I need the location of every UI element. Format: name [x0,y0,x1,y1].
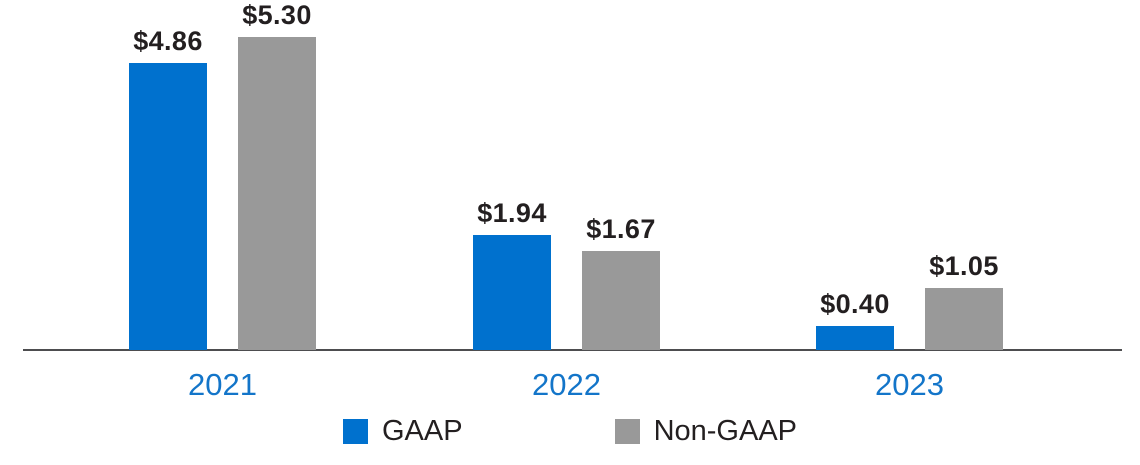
bar-non-gaap-2021 [238,37,316,350]
x-axis-line [23,349,1122,351]
bar-cell-gaap-2022: $1.94 [473,199,551,350]
x-tick-label-2021: 2021 [188,367,257,402]
bar-cell-gaap-2023: $0.40 [816,290,894,350]
value-label: $1.05 [929,251,999,282]
legend: GAAP Non-GAAP [0,415,1140,448]
bar-cell-non-gaap-2021: $5.30 [238,1,316,350]
legend-item-gaap: GAAP [342,415,463,448]
bar-gaap-2021 [129,63,207,350]
bar-group-2021: $4.86 $5.30 [129,1,316,350]
bar-non-gaap-2023 [925,288,1003,350]
legend-label: GAAP [381,415,463,447]
bar-gaap-2022 [473,235,551,350]
legend-swatch-non-gaap [614,419,640,445]
bar-group-2022: $1.94 $1.67 [473,199,660,350]
bar-group-2023: $0.40 $1.05 [816,252,1003,350]
legend-swatch-gaap [342,419,368,445]
value-label: $4.86 [133,26,203,57]
x-tick-label-2023: 2023 [875,367,944,402]
x-tick-label-2022: 2022 [532,367,601,402]
value-label: $1.94 [477,198,547,229]
value-label: $0.40 [820,289,890,320]
bar-gaap-2023 [816,326,894,350]
bar-non-gaap-2022 [582,251,660,350]
value-label: $5.30 [242,0,312,31]
legend-item-non-gaap: Non-GAAP [614,415,798,448]
bar-cell-non-gaap-2022: $1.67 [582,215,660,350]
bar-cell-gaap-2021: $4.86 [129,27,207,350]
bar-cell-non-gaap-2023: $1.05 [925,252,1003,350]
legend-label: Non-GAAP [653,415,798,447]
value-label: $1.67 [586,214,656,245]
